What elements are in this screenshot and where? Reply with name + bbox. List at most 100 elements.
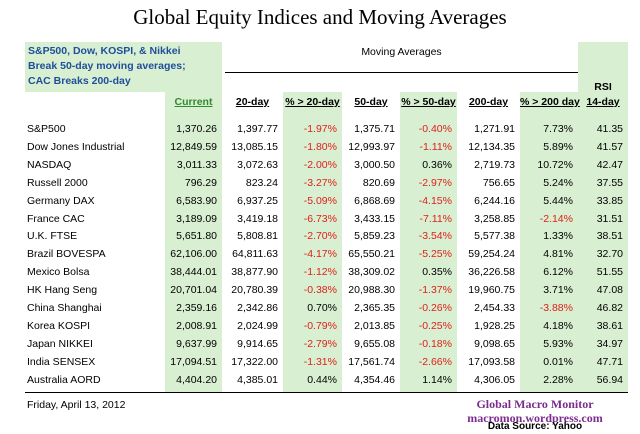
row-label: HK Hang Seng: [27, 284, 98, 297]
cell: -7.11%: [419, 212, 453, 225]
cell: 0.36%: [422, 158, 452, 171]
cell: 65,550.21: [348, 248, 395, 261]
group-rule: [225, 72, 578, 73]
cell: -2.14%: [539, 212, 573, 225]
cell: 3,419.18: [237, 212, 278, 225]
cell: -5.09%: [303, 194, 337, 207]
cell: 2,359.16: [176, 302, 217, 314]
cell: 1.14%: [422, 373, 452, 386]
cell: 1.33%: [543, 230, 573, 243]
cell: 4.81%: [543, 248, 573, 261]
column-header: Current: [174, 96, 213, 108]
cell: 33.85: [596, 194, 623, 207]
row-label: Australia AORD: [27, 373, 101, 386]
cell: -3.54%: [418, 230, 452, 243]
bottom-rule: [25, 392, 628, 393]
cell: 3,189.09: [176, 212, 217, 225]
cell: 1,397.77: [237, 123, 278, 135]
cell: -3.27%: [303, 176, 337, 189]
row-label: U.K. FTSE: [27, 230, 78, 243]
row-label: India SENSEX: [27, 355, 96, 368]
column-header: 200-day: [468, 96, 509, 108]
row-label: Germany DAX: [27, 194, 95, 207]
cell: 9,637.99: [176, 337, 217, 350]
cell: 41.57: [596, 140, 623, 153]
cell: 12,134.35: [468, 140, 515, 153]
cell: 2,024.99: [237, 319, 278, 332]
cell: 20,780.39: [231, 284, 278, 297]
cell: -5.25%: [418, 248, 452, 261]
title: Global Equity Indices and Moving Average…: [133, 5, 507, 29]
cell: -1.31%: [303, 355, 337, 368]
cell: 823.24: [245, 176, 278, 189]
cell: 9,914.65: [237, 337, 278, 350]
row-label: Russell 2000: [27, 176, 88, 189]
rsi-header-box: [578, 42, 628, 92]
header-note: CAC Breaks 200-day: [28, 75, 131, 87]
cell: -3.88%: [539, 302, 573, 314]
note-box: [25, 42, 222, 92]
cell: 0.70%: [307, 302, 337, 314]
cell: 38.51: [596, 230, 623, 243]
cell: 3,072.63: [237, 158, 278, 171]
cell: 2,013.85: [354, 319, 395, 332]
cell: -1.12%: [303, 266, 337, 279]
column-bg: [283, 92, 342, 392]
cell: -4.17%: [303, 248, 337, 261]
cell: 0.01%: [543, 355, 573, 368]
cell: 37.55: [596, 176, 623, 189]
cell: 3,258.85: [474, 212, 515, 225]
cell: 2,008.91: [176, 319, 217, 332]
column-header: % > 50-day: [401, 96, 456, 108]
group-header: Moving Averages: [361, 46, 442, 58]
cell: 2,342.86: [237, 302, 278, 314]
cell: 12,993.97: [348, 140, 395, 153]
row-label: Mexico Bolsa: [27, 266, 90, 279]
cell: 756.65: [482, 176, 515, 189]
cell: -1.11%: [419, 140, 453, 153]
cell: 20,988.30: [348, 284, 395, 297]
cell: 12,849.59: [170, 140, 217, 153]
cell: -0.38%: [303, 284, 337, 297]
cell: 47.71: [596, 355, 623, 368]
cell: -6.73%: [303, 212, 337, 225]
cell: -2.66%: [418, 355, 452, 368]
cell: 6,868.69: [354, 194, 395, 207]
column-bg: [400, 92, 457, 392]
column-header: 50-day: [354, 96, 388, 108]
column-bg: [165, 92, 222, 392]
cell: 1,271.91: [474, 123, 515, 135]
cell: 0.35%: [422, 266, 452, 279]
cell: 1,928.25: [474, 319, 515, 332]
cell: 4,385.01: [237, 373, 278, 386]
cell: 5,808.81: [237, 230, 278, 243]
cell: 62,106.00: [170, 248, 217, 261]
header-note: S&P500, Dow, KOSPI, & Nikkei: [28, 45, 181, 57]
header-note: Break 50-day moving averages;: [28, 60, 186, 72]
cell: 13,085.15: [231, 140, 278, 153]
cell: -0.79%: [303, 319, 337, 332]
column-header: 14-day: [586, 96, 620, 108]
cell: 6,937.25: [237, 194, 278, 207]
footer-site: macromon.wordpress.com: [467, 411, 603, 425]
footer-source: Data Source: Yahoo: [487, 421, 583, 432]
cell: 31.51: [596, 212, 623, 225]
cell: 34.97: [596, 337, 623, 350]
cell: 5.44%: [543, 194, 573, 207]
cell: 3,011.33: [176, 158, 217, 171]
cell: -2.97%: [418, 176, 452, 189]
cell: 56.94: [596, 373, 623, 386]
cell: 4.18%: [543, 319, 573, 332]
cell: 32.70: [596, 248, 623, 261]
cell: 1,375.71: [354, 123, 395, 135]
row-label: France CAC: [27, 212, 85, 225]
cell: 42.47: [596, 158, 623, 171]
column-header: 20-day: [235, 96, 270, 108]
column-header: % > 20-day: [285, 96, 340, 108]
cell: 20,701.04: [170, 284, 217, 297]
cell: 796.29: [184, 176, 217, 189]
cell: 2,719.73: [474, 158, 515, 171]
cell: 38,444.01: [170, 266, 217, 279]
cell: -0.18%: [418, 337, 452, 350]
cell: 4,354.46: [354, 373, 395, 386]
